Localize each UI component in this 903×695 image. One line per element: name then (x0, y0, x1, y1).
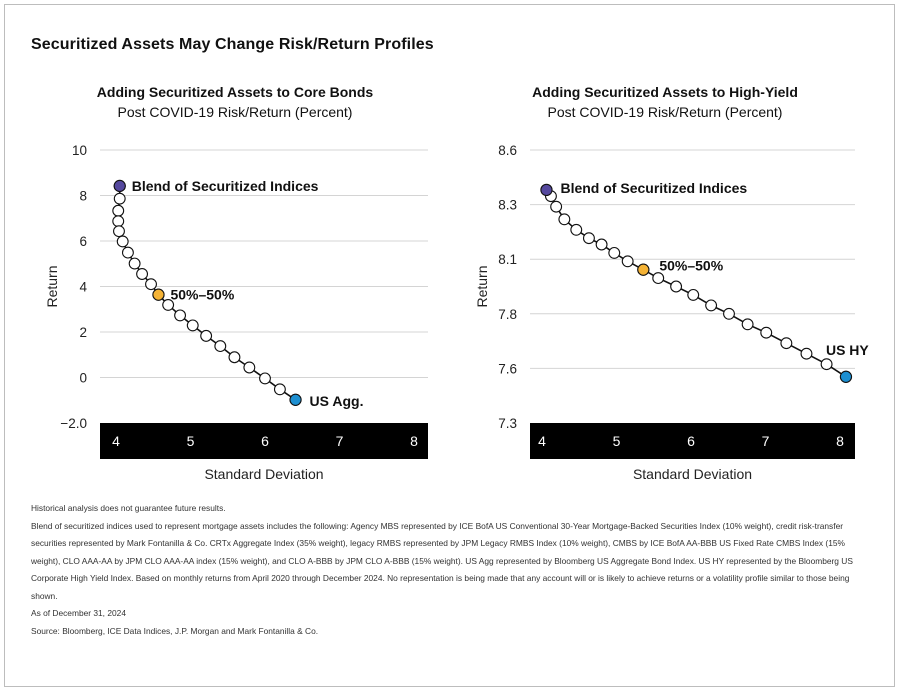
data-point (820, 358, 833, 371)
data-label: Blend of Securitized Indices (132, 178, 319, 194)
data-point (687, 288, 700, 301)
highlight-point (289, 393, 302, 406)
y-tick-label: 6 (79, 234, 87, 249)
data-point (550, 200, 563, 213)
data-point (652, 272, 665, 285)
x-tick-label: 6 (687, 433, 695, 449)
data-label: US Agg. (310, 393, 364, 409)
y-tick-label: 8.6 (498, 143, 517, 158)
chart-core-bonds: Adding Securitized Assets to Core Bonds … (20, 78, 450, 498)
y-tick-label: −2.0 (60, 416, 87, 431)
data-point (780, 337, 793, 350)
chart-plot-high-yield: 8.6 8.3 8.1 7.8 7.6 7.3 4 5 6 7 8 Standard Deviatio… (474, 143, 869, 482)
data-point (113, 225, 125, 238)
data-point (595, 238, 608, 251)
y-tick-label: 4 (79, 280, 87, 295)
data-label: US HY (826, 342, 869, 358)
footnote: Historical analysis does not guarantee f… (31, 503, 226, 513)
y-tick-label: 7.6 (498, 361, 517, 376)
highlight-point (113, 179, 126, 193)
y-tick-label: 0 (79, 371, 87, 386)
x-axis-label: Standard Deviation (633, 466, 752, 482)
data-point (273, 383, 286, 396)
y-axis-label: Return (474, 265, 490, 307)
data-point (259, 372, 271, 385)
data-point (186, 319, 199, 332)
data-point (608, 246, 621, 259)
data-point (214, 340, 227, 353)
data-point (112, 215, 125, 228)
y-tick-label: 7.8 (498, 307, 517, 322)
footnotes: Historical analysis does not guarantee f… (31, 500, 866, 640)
data-point (128, 257, 141, 270)
chart-subtitle: Post COVID-19 Risk/Return (Percent) (547, 104, 783, 120)
data-point (558, 213, 571, 226)
highlight-point (637, 263, 650, 276)
x-tick-label: 4 (112, 433, 120, 449)
data-point (121, 246, 134, 259)
footnote: Source: Bloomberg, ICE Data Indices, J.P… (31, 625, 319, 636)
chart-high-yield: Adding Securitized Assets to High-Yield … (450, 78, 880, 498)
data-point (113, 192, 126, 205)
data-label: Blend of Securitized Indices (560, 180, 747, 196)
chart-title: Adding Securitized Assets to Core Bonds (96, 84, 374, 100)
x-tick-label: 5 (187, 433, 195, 449)
x-tick-label: 7 (336, 433, 344, 449)
data-point (705, 299, 718, 312)
data-label: 50%–50% (170, 287, 234, 303)
data-point (582, 232, 595, 245)
data-point (621, 255, 634, 268)
x-axis-band (100, 423, 428, 459)
x-axis-band (530, 423, 855, 459)
highlight-point (152, 288, 165, 301)
data-point (670, 280, 683, 293)
data-point (136, 268, 149, 280)
y-tick-label: 10 (72, 143, 87, 158)
y-tick-label: 8.3 (498, 198, 517, 213)
highlight-point (839, 370, 853, 383)
data-point (116, 235, 129, 248)
y-axis-label: Return (44, 265, 60, 307)
page-title: Securitized Assets May Change Risk/Retur… (31, 36, 434, 53)
x-tick-label: 8 (836, 433, 844, 449)
chart-plot-core-bonds: 10 8 6 4 2 0 −2.0 4 5 6 7 8 Standard Deviation Return… (44, 143, 428, 482)
data-point (145, 278, 157, 291)
x-tick-label: 7 (762, 433, 770, 449)
y-tick-label: 7.3 (498, 416, 517, 431)
data-point (723, 307, 735, 320)
x-tick-label: 4 (538, 433, 546, 449)
series-line (545, 189, 847, 378)
y-tick-label: 8.1 (498, 252, 517, 267)
data-point (570, 223, 583, 236)
x-tick-label: 6 (261, 433, 269, 449)
data-point (243, 361, 256, 374)
chart-subtitle: Post COVID-19 Risk/Return (Percent) (117, 104, 353, 120)
data-point (200, 329, 213, 342)
x-axis-label: Standard Deviation (204, 466, 323, 482)
y-tick-label: 2 (79, 325, 87, 340)
footnote: As of December 31, 2024 (31, 608, 126, 618)
data-point (760, 326, 773, 339)
data-point (174, 309, 187, 322)
data-point (112, 204, 125, 217)
footnote: Blend of securitized indices used to rep… (31, 520, 853, 601)
chart-title: Adding Securitized Assets to High-Yield (532, 84, 798, 100)
data-point (800, 347, 813, 360)
data-label: 50%–50% (659, 258, 723, 274)
figure-frame (4, 4, 895, 687)
x-tick-label: 5 (613, 433, 621, 449)
x-tick-label: 8 (410, 433, 418, 449)
data-point (162, 298, 175, 311)
highlight-point (540, 183, 553, 197)
data-point (741, 318, 754, 331)
data-point (228, 351, 241, 364)
y-tick-label: 8 (79, 189, 87, 204)
